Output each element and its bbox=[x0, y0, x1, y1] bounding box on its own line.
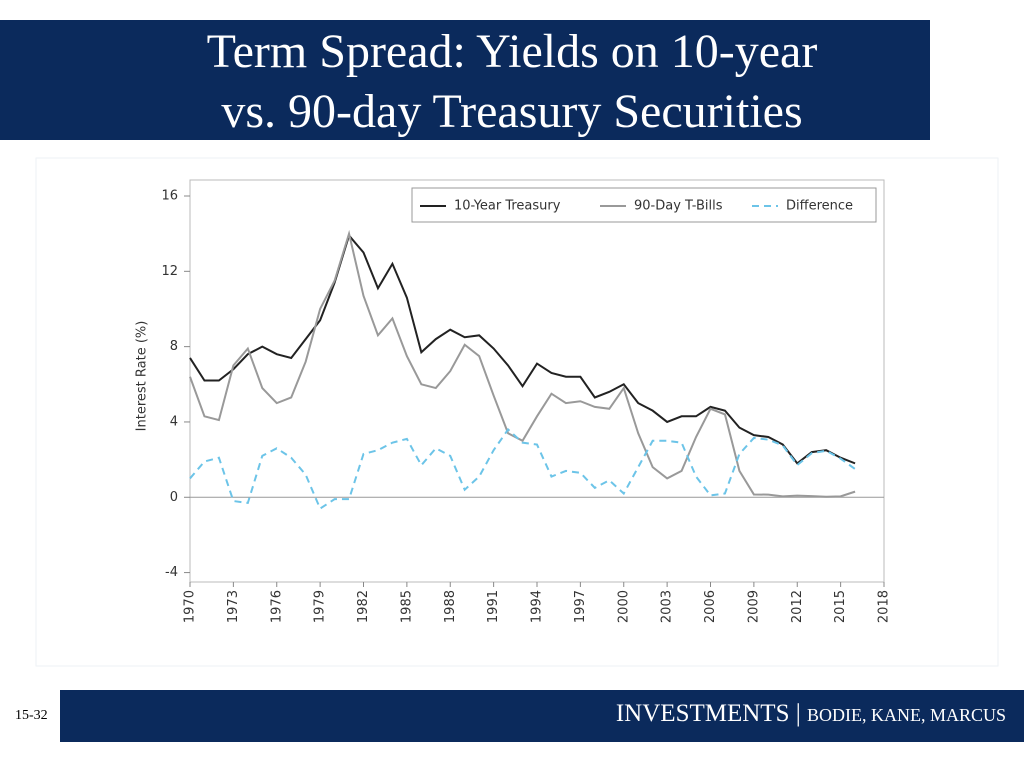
chart: Interest Rate (%) -4 0 4 8 12 16 1970 1973 1976 1… bbox=[35, 157, 999, 667]
x-tick-label: 1982 bbox=[356, 590, 371, 623]
series-line bbox=[189, 229, 856, 498]
x-tick-label: 2015 bbox=[833, 590, 848, 623]
x-tick-label: 1997 bbox=[573, 590, 588, 623]
legend-label: 90-Day T-Bills bbox=[634, 199, 723, 214]
x-tick-label: 1976 bbox=[269, 590, 284, 623]
title: vs. 90-day Treasury Securities bbox=[221, 85, 803, 138]
separator: | bbox=[795, 700, 801, 727]
x-tick-label: 2006 bbox=[703, 590, 718, 623]
brand: INVESTMENTS bbox=[615, 700, 790, 727]
series-line bbox=[189, 427, 856, 511]
y-tick-label: 16 bbox=[161, 189, 178, 204]
x-tick-label: 1979 bbox=[313, 590, 328, 623]
legend-label: 10-Year Treasury bbox=[454, 199, 561, 214]
x-tick-label: 1985 bbox=[399, 590, 414, 623]
authors: BODIE, KANE, MARCUS bbox=[806, 705, 1006, 725]
title: Term Spread: Yields on 10-year bbox=[206, 25, 818, 78]
y-tick-label: 8 bbox=[170, 339, 178, 354]
y-tick-label: 4 bbox=[170, 414, 178, 429]
y-tick-label: 0 bbox=[170, 490, 178, 505]
y-tick-label: -4 bbox=[165, 565, 178, 580]
footer-text: INVESTMENTS | BODIE, KANE, MARCUS bbox=[616, 700, 1006, 728]
series-line bbox=[189, 233, 856, 465]
x-tick-label: 1991 bbox=[486, 590, 501, 623]
x-tick-label: 1970 bbox=[183, 590, 198, 623]
x-tick-label: 1988 bbox=[443, 590, 458, 623]
page-number: 15-32 bbox=[15, 708, 48, 723]
title-banner bbox=[0, 20, 930, 140]
x-tick-label: 2000 bbox=[616, 590, 631, 623]
x-tick-label: 2012 bbox=[790, 590, 805, 623]
footer-bar bbox=[60, 690, 1024, 742]
y-tick-label: 12 bbox=[161, 264, 178, 279]
x-tick-label: 2009 bbox=[746, 590, 761, 623]
legend-label: Difference bbox=[786, 199, 853, 214]
plot-frame bbox=[189, 179, 885, 583]
x-tick-label: 1973 bbox=[226, 590, 241, 623]
x-tick-label: 2018 bbox=[877, 590, 892, 623]
legend-box bbox=[411, 187, 877, 223]
x-tick-label: 1994 bbox=[530, 590, 545, 623]
y-axis-label: Interest Rate (%) bbox=[135, 321, 150, 432]
x-tick-label: 2003 bbox=[660, 590, 675, 623]
